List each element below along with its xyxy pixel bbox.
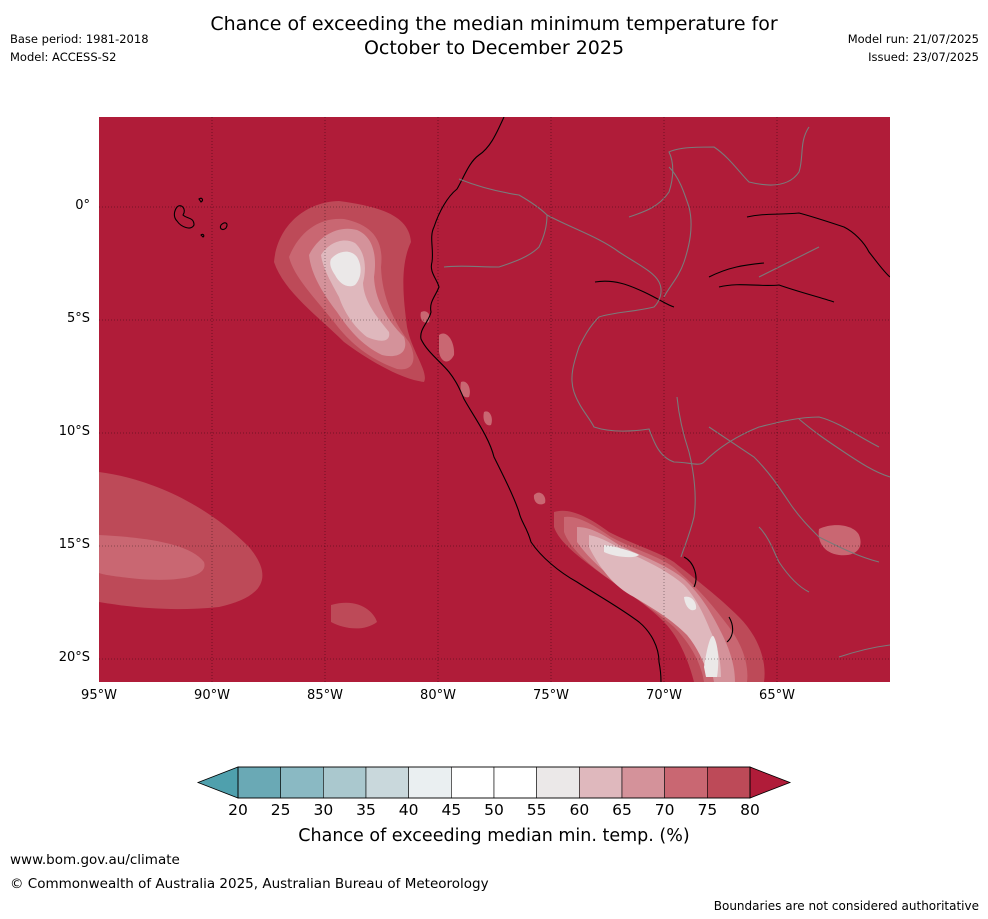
colorbar-frame bbox=[237, 766, 751, 799]
colorbar-tick-label: 80 bbox=[740, 801, 760, 819]
model-run: Model run: 21/07/2025 bbox=[847, 32, 979, 46]
colorbar-segment bbox=[280, 766, 324, 799]
lon-label-0: 95°W bbox=[81, 688, 117, 703]
meta-right: Model run: 21/07/2025 Issued: 23/07/2025 bbox=[848, 30, 979, 66]
colorbar-tick-label: 75 bbox=[697, 801, 718, 819]
meta-left: Base period: 1981-2018 Model: ACCESS-S2 bbox=[10, 30, 149, 66]
colorbar-tick-label: 65 bbox=[612, 801, 632, 819]
colorbar-tick-label: 20 bbox=[228, 801, 248, 819]
colorbar-segment bbox=[707, 766, 751, 799]
colorbar-label: Chance of exceeding median min. temp. (%… bbox=[298, 826, 690, 846]
colorbar-segment bbox=[451, 766, 495, 799]
colorbar bbox=[196, 766, 792, 799]
contour-region-bolivia bbox=[483, 411, 861, 556]
title-line-2: October to December 2025 bbox=[363, 37, 625, 59]
colorbar-over-arrow bbox=[749, 766, 792, 799]
colorbar-tick-label: 55 bbox=[526, 801, 547, 819]
colorbar-tick-label: 40 bbox=[398, 801, 419, 819]
colorbar-segment bbox=[536, 766, 580, 799]
lon-label-2: 85°W bbox=[307, 688, 343, 703]
colorbar-segment bbox=[493, 766, 537, 799]
gridlines bbox=[99, 117, 890, 682]
model-name: Model: ACCESS-S2 bbox=[10, 50, 117, 64]
colorbar-under-arrow bbox=[196, 766, 239, 799]
lon-label-4: 75°W bbox=[533, 688, 569, 703]
lon-label-5: 70°W bbox=[646, 688, 682, 703]
colorbar-segment bbox=[664, 766, 708, 799]
lon-label-3: 80°W bbox=[420, 688, 456, 703]
colorbar-tick-label: 45 bbox=[441, 801, 462, 819]
colorbar-tick-label: 50 bbox=[484, 801, 504, 819]
colorbar-segment bbox=[621, 766, 665, 799]
colorbar-tick-label: 30 bbox=[313, 801, 334, 819]
colorbar-segment bbox=[579, 766, 623, 799]
contour-region-altiplano bbox=[554, 510, 765, 682]
forecast-map bbox=[99, 117, 890, 682]
colorbar-segment bbox=[237, 766, 281, 799]
contour-region-west-pacific bbox=[99, 472, 377, 629]
lon-label-6: 65°W bbox=[759, 688, 795, 703]
lat-label-1: 5°S bbox=[66, 311, 90, 326]
colorbar-tick-label: 25 bbox=[270, 801, 291, 819]
base-period: Base period: 1981-2018 bbox=[10, 32, 149, 46]
website-link[interactable]: www.bom.gov.au/climate bbox=[10, 852, 180, 868]
colorbar-tick-label: 35 bbox=[356, 801, 376, 819]
lat-label-2: 10°S bbox=[58, 424, 90, 439]
colorbar-segment bbox=[365, 766, 409, 799]
copyright-text: © Commonwealth of Australia 2025, Austra… bbox=[10, 876, 489, 892]
issued-date: Issued: 23/07/2025 bbox=[868, 50, 979, 64]
lat-label-0: 0° bbox=[75, 198, 90, 213]
colorbar-tick-label: 60 bbox=[569, 801, 590, 819]
title-line-1: Chance of exceeding the median minimum t… bbox=[210, 13, 778, 35]
colorbar-segment bbox=[323, 766, 367, 799]
lat-label-3: 15°S bbox=[58, 537, 90, 552]
colorbar-segment bbox=[408, 766, 452, 799]
contour-region-ecuador-coast bbox=[274, 201, 470, 398]
lat-label-4: 20°S bbox=[58, 650, 90, 665]
coastlines bbox=[173, 117, 890, 682]
colorbar-segments bbox=[237, 766, 751, 799]
chart-title: Chance of exceeding the median minimum t… bbox=[0, 12, 988, 60]
country-borders bbox=[443, 126, 890, 658]
lon-label-1: 90°W bbox=[194, 688, 230, 703]
disclaimer-text: Boundaries are not considered authoritat… bbox=[713, 899, 979, 913]
colorbar-tick-label: 70 bbox=[654, 801, 675, 819]
